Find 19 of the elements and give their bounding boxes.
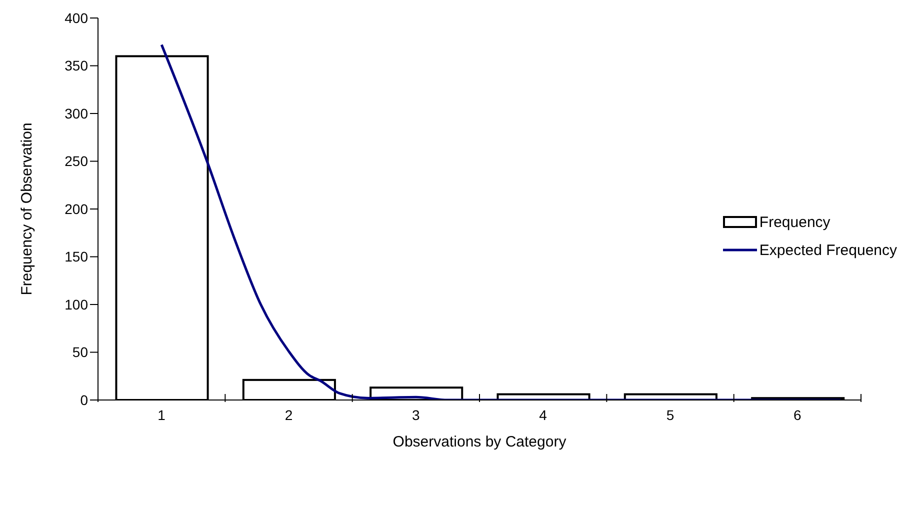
y-tick-label: 0 bbox=[80, 392, 88, 408]
x-tick-label: 2 bbox=[284, 407, 293, 423]
x-tick-label: 1 bbox=[158, 407, 166, 423]
y-tick-label: 150 bbox=[64, 248, 88, 265]
y-tick-label: 250 bbox=[64, 153, 88, 170]
y-tick-label: 400 bbox=[64, 10, 88, 26]
x-tick-label: 5 bbox=[666, 407, 674, 423]
x-tick-label: 6 bbox=[794, 407, 802, 423]
y-axis-title: Frequency of Observation bbox=[18, 122, 36, 296]
y-tick-label: 50 bbox=[72, 344, 88, 360]
y-tick-label: 300 bbox=[64, 105, 88, 122]
legend-label: Frequency bbox=[759, 214, 830, 230]
x-tick-label: 3 bbox=[412, 407, 420, 423]
x-axis-title: Observations by Category bbox=[392, 434, 567, 451]
y-tick-label: 200 bbox=[64, 200, 88, 217]
y-tick-label: 100 bbox=[64, 296, 88, 312]
legend-label: Expected Frequency bbox=[759, 242, 897, 258]
y-tick-label: 350 bbox=[64, 58, 88, 74]
x-tick-label: 4 bbox=[539, 407, 548, 423]
